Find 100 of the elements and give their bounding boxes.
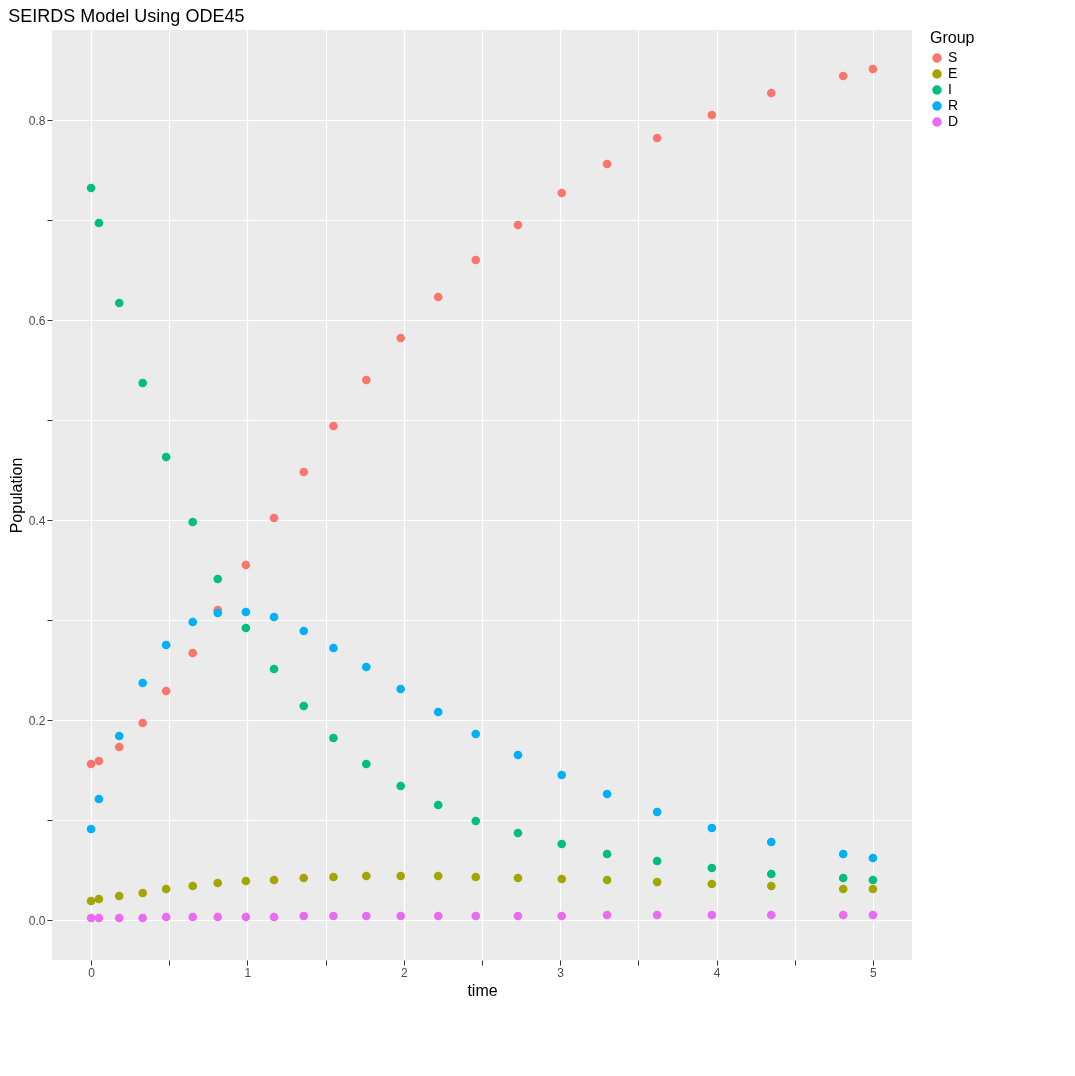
point (241, 876, 251, 886)
y-tick-label: 0.6 (28, 313, 46, 328)
point (361, 911, 371, 921)
point (114, 298, 124, 308)
point (138, 678, 148, 688)
point (557, 770, 567, 780)
point (86, 913, 96, 923)
point (396, 684, 406, 694)
point (299, 626, 309, 636)
point (361, 871, 371, 881)
point (557, 911, 567, 921)
point (329, 911, 338, 921)
point (433, 292, 443, 302)
chart-title: SEIRDS Model Using ODE45 (8, 6, 245, 26)
x-tick-label: 0 (88, 965, 96, 980)
point (433, 871, 443, 881)
x-tick-label: 2 (400, 965, 408, 980)
point (471, 911, 481, 921)
x-tick-label: 4 (713, 965, 721, 980)
point (361, 375, 371, 385)
point (361, 759, 371, 769)
point (94, 894, 104, 904)
y-tick-label: 0.4 (28, 513, 46, 528)
point (602, 910, 612, 920)
point (86, 759, 96, 769)
point (602, 159, 612, 169)
point (557, 874, 567, 884)
point (161, 884, 171, 894)
point (396, 911, 406, 921)
point (114, 891, 124, 901)
point (114, 913, 124, 923)
legend-title: Group (930, 29, 975, 46)
point (471, 255, 481, 265)
point (94, 913, 104, 923)
point (868, 853, 878, 863)
point (766, 837, 776, 847)
point (161, 640, 171, 650)
point (707, 110, 717, 120)
y-tick-label: 0.2 (28, 713, 46, 728)
point (433, 800, 443, 810)
point (602, 849, 612, 859)
point (114, 731, 124, 741)
point (396, 333, 406, 343)
legend-label: I (948, 81, 952, 97)
point (213, 574, 223, 584)
point (868, 884, 878, 894)
point (557, 188, 567, 198)
point (433, 707, 443, 717)
point (707, 863, 717, 873)
point (652, 133, 662, 143)
x-tick-label: 3 (557, 965, 565, 980)
point (94, 756, 104, 766)
point (161, 452, 171, 462)
x-axis-title: time (467, 981, 498, 999)
point (86, 896, 96, 906)
point (94, 794, 104, 804)
point (766, 910, 776, 920)
point (188, 617, 198, 627)
legend-label: S (948, 49, 958, 65)
point (707, 879, 717, 889)
point (241, 912, 251, 922)
point (652, 807, 662, 817)
legend-label: R (948, 97, 959, 113)
point (329, 421, 338, 431)
point (838, 884, 848, 894)
point (396, 871, 406, 881)
point (707, 823, 717, 833)
point (868, 64, 878, 74)
point (299, 911, 309, 921)
point (838, 910, 848, 920)
point (766, 869, 776, 879)
point (161, 912, 171, 922)
point (652, 910, 662, 920)
point (213, 878, 223, 888)
point (471, 729, 481, 739)
point (433, 911, 443, 921)
point (86, 824, 96, 834)
point (766, 881, 776, 891)
point (838, 873, 848, 883)
point (138, 718, 148, 728)
point (188, 648, 198, 658)
point (86, 183, 96, 193)
legend-label: D (948, 113, 959, 129)
x-tick-label: 5 (870, 965, 878, 980)
point (361, 662, 371, 672)
point (188, 881, 198, 891)
point (94, 218, 104, 228)
point (329, 643, 338, 653)
y-tick-label: 0.8 (28, 113, 46, 128)
point (138, 888, 148, 898)
point (188, 517, 198, 527)
point (299, 873, 309, 883)
y-axis-title: Population (7, 457, 25, 534)
point (652, 877, 662, 887)
point (299, 467, 309, 477)
y-tick-label: 0.0 (28, 913, 46, 928)
point (652, 856, 662, 866)
point (868, 910, 878, 920)
point (299, 701, 309, 711)
point (868, 875, 878, 885)
